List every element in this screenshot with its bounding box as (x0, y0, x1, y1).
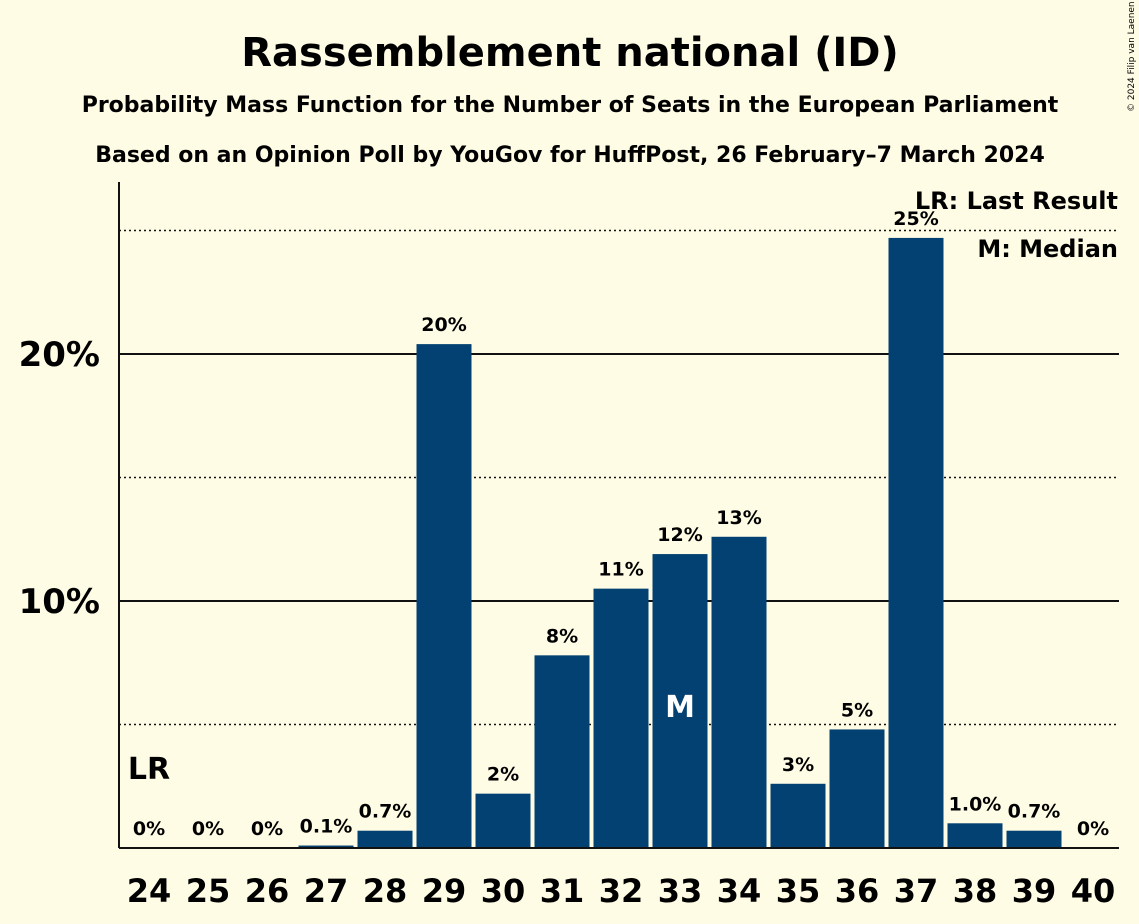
value-labels: 0% LR 0% 0% 0.1% 0.7% 20% 2% 8% 11% 12% M 13% 3% 5% 25%… (128, 208, 1109, 840)
value-label-25: 0% (192, 818, 224, 840)
value-label-27: 0.1% (300, 816, 353, 838)
y-tick-label: 20% (19, 335, 100, 375)
x-tick-label-31: 31 (540, 872, 585, 910)
x-tick-label-34: 34 (717, 872, 762, 910)
value-label-24: 0% (133, 818, 165, 840)
value-label-33: 12% (657, 524, 702, 546)
bar-34 (711, 536, 767, 848)
y-tick-label: 10% (19, 582, 100, 622)
value-label-30: 2% (487, 764, 519, 786)
last-result-marker: LR (128, 752, 170, 787)
x-axis-ticks: 24 25 26 27 28 29 30 31 32 33 34 35 36 37 38 39 40 (127, 872, 1116, 910)
value-label-28: 0.7% (359, 801, 412, 823)
x-tick-label-36: 36 (835, 872, 880, 910)
bar-31 (534, 655, 590, 848)
value-label-40: 0% (1077, 818, 1109, 840)
bar-28 (357, 830, 413, 848)
value-label-32: 11% (598, 559, 643, 581)
value-label-37: 25% (893, 208, 938, 230)
value-label-34: 13% (716, 507, 761, 529)
bar-29 (416, 344, 472, 848)
chart-title: Rassemblement national (ID) (241, 30, 899, 76)
bar-33 (652, 554, 708, 848)
value-label-31: 8% (546, 625, 578, 647)
x-tick-label-38: 38 (953, 872, 998, 910)
legend-last-result: LR: Last Result (915, 187, 1118, 215)
x-tick-label-37: 37 (894, 872, 939, 910)
copyright-notice: © 2024 Filip van Laenen (1127, 1, 1137, 112)
median-marker: M (665, 690, 695, 725)
x-tick-label-33: 33 (658, 872, 703, 910)
bar-32 (593, 588, 649, 848)
bars (298, 237, 1062, 848)
bar-30 (475, 793, 531, 848)
y-axis-ticks: 10% 20% (19, 335, 100, 622)
chart-subtitle: Probability Mass Function for the Number… (82, 93, 1059, 118)
x-tick-label-35: 35 (776, 872, 821, 910)
value-label-39: 0.7% (1008, 801, 1061, 823)
bar-39 (1006, 830, 1062, 848)
chart-source: Based on an Opinion Poll by YouGov for H… (95, 143, 1045, 168)
legend-median: M: Median (977, 235, 1118, 263)
x-tick-label-40: 40 (1071, 872, 1116, 910)
x-tick-label-32: 32 (599, 872, 644, 910)
bar-27 (298, 845, 354, 848)
x-tick-label-25: 25 (186, 872, 231, 910)
x-tick-label-27: 27 (304, 872, 349, 910)
value-label-26: 0% (251, 818, 283, 840)
bar-38 (947, 823, 1003, 848)
x-tick-label-26: 26 (245, 872, 290, 910)
x-tick-label-30: 30 (481, 872, 526, 910)
value-label-38: 1.0% (949, 793, 1002, 815)
value-label-36: 5% (841, 699, 873, 721)
bar-36 (829, 729, 885, 848)
bar-37 (888, 237, 944, 848)
x-tick-label-29: 29 (422, 872, 467, 910)
x-tick-label-28: 28 (363, 872, 408, 910)
value-label-35: 3% (782, 754, 814, 776)
bar-35 (770, 783, 826, 848)
value-label-29: 20% (421, 314, 466, 336)
x-tick-label-24: 24 (127, 872, 172, 910)
x-tick-label-39: 39 (1012, 872, 1057, 910)
